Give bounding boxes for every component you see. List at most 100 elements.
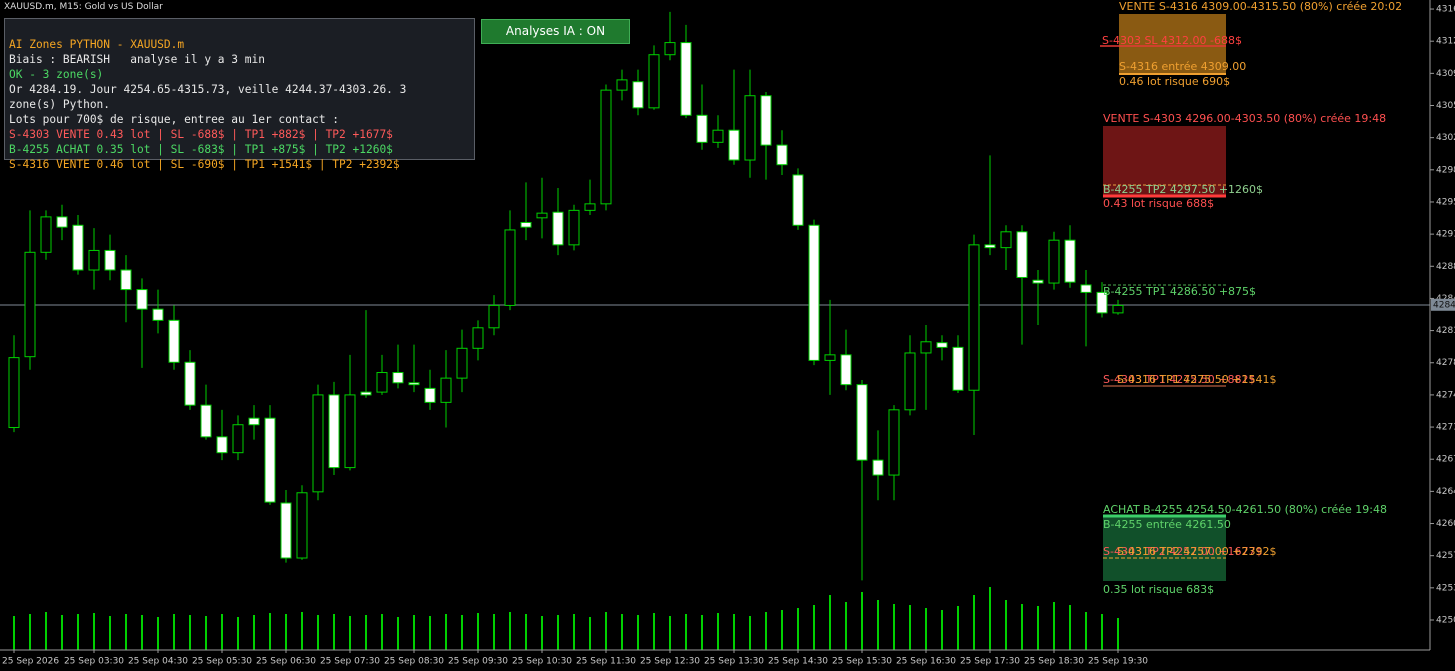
level-label: S-4316 entrée 4309.00: [1119, 60, 1246, 73]
zone-label: ACHAT B-4255 4254.50-4261.50 (80%) créée…: [1103, 503, 1387, 516]
y-tick-label: 4253.90: [1436, 583, 1455, 593]
y-tick-label: 4298.75: [1436, 165, 1455, 175]
candle-body: [440, 377, 452, 403]
analysis-toggle-button[interactable]: Analyses IA : ON: [481, 19, 630, 44]
candle-body: [840, 354, 852, 386]
zone-label: VENTE S-4303 4296.00-4303.50 (80%) créée…: [1103, 112, 1386, 125]
candle-body: [1000, 231, 1012, 249]
zone-label: VENTE S-4316 4309.00-4315.50 (80%) créée…: [1119, 0, 1402, 13]
x-tick-label: 25 Sep 03:30: [64, 657, 124, 667]
candle-body: [152, 308, 164, 321]
y-tick-label: 4291.85: [1436, 230, 1455, 240]
candle-body: [984, 244, 996, 249]
candle-body: [56, 216, 68, 228]
candle-body: [872, 459, 884, 476]
panel-line: Or 4284.19. Jour 4254.65-4315.73, veille…: [9, 83, 407, 96]
candle-body: [904, 352, 916, 411]
x-tick-label: 25 Sep 07:30: [320, 657, 380, 667]
level-label: S-4303 SL 4312.00 -688$: [1102, 34, 1242, 47]
candle-body: [24, 251, 36, 358]
window-title: XAUUSD.m, M15: Gold vs US Dollar: [4, 2, 163, 12]
candle-body: [776, 144, 788, 166]
candle-body: [584, 203, 596, 211]
x-tick-label: 25 Sep 2026: [2, 657, 59, 667]
candle-body: [504, 229, 516, 306]
candle-body: [744, 95, 756, 161]
current-price-label: 4284.27: [1433, 300, 1455, 310]
y-tick-label: 4312.55: [1436, 37, 1455, 47]
candle-body: [120, 269, 132, 291]
candle-body: [664, 42, 676, 56]
candle-body: [952, 346, 964, 391]
candle-body: [760, 95, 772, 146]
candle-body: [552, 211, 564, 246]
candle-body: [104, 249, 116, 271]
x-tick-label: 25 Sep 06:30: [256, 657, 316, 667]
level-label: B-4255 TP1 4286.50 +875$: [1103, 285, 1256, 298]
candle-body: [88, 249, 100, 271]
candle-body: [248, 417, 260, 426]
panel-line: AI Zones PYTHON - XAUUSD.m: [9, 38, 185, 51]
candle-body: [200, 404, 212, 438]
x-tick-label: 25 Sep 10:30: [512, 657, 572, 667]
candle-body: [296, 492, 308, 559]
candle-body: [40, 216, 52, 253]
candle-body: [488, 304, 500, 329]
candle-body: [232, 424, 244, 454]
candle-body: [472, 327, 484, 349]
y-tick-label: 4257.35: [1436, 551, 1455, 561]
candle-body: [856, 384, 868, 461]
y-tick-label: 4295.30: [1436, 197, 1455, 207]
x-tick-label: 25 Sep 09:30: [448, 657, 508, 667]
candle-body: [680, 42, 692, 116]
candle-body: [424, 387, 436, 403]
x-tick-label: 25 Sep 11:30: [576, 657, 636, 667]
candle-body: [1048, 239, 1060, 284]
candle-body: [648, 54, 660, 109]
panel-line: S-4316 VENTE 0.46 lot | SL -690$ | TP1 +…: [9, 158, 400, 171]
x-tick-label: 25 Sep 18:30: [1024, 657, 1084, 667]
candle-body: [728, 129, 740, 161]
level-label: S-4303 TP1 4275.50 +882$: [1103, 373, 1256, 386]
zone-rect: [1103, 126, 1226, 196]
candle-body: [600, 89, 612, 205]
candle-body: [824, 354, 836, 361]
x-tick-label: 25 Sep 15:30: [832, 657, 892, 667]
candle-body: [8, 357, 20, 429]
y-tick-label: 4267.70: [1436, 455, 1455, 465]
current-price-tag: [1431, 298, 1455, 311]
x-tick-label: 25 Sep 16:30: [896, 657, 956, 667]
candle-body: [936, 342, 948, 348]
y-tick-label: 4309.10: [1436, 69, 1455, 79]
y-tick-label: 4271.15: [1436, 423, 1455, 433]
panel-line: S-4303 VENTE 0.43 lot | SL -688$ | TP1 +…: [9, 128, 393, 141]
candle-body: [1016, 231, 1028, 278]
x-tick-label: 25 Sep 13:30: [704, 657, 764, 667]
y-tick-label: 4302.20: [1436, 133, 1455, 143]
candle-body: [792, 174, 804, 226]
candle-body: [888, 409, 900, 476]
y-tick-label: 4305.65: [1436, 101, 1455, 111]
panel-line: B-4255 ACHAT 0.35 lot | SL -683$ | TP1 +…: [9, 143, 393, 156]
candle-body: [136, 289, 148, 310]
candle-body: [632, 81, 644, 109]
info-panel: AI Zones PYTHON - XAUUSD.m Biais : BEARIS…: [4, 18, 475, 171]
level-label: S-4316 TP1 4275.50 +1541$: [1117, 373, 1276, 386]
candle-body: [1064, 239, 1076, 283]
candle-body: [312, 394, 324, 493]
candle-body: [392, 372, 404, 384]
level-label: S-4316 TP2 4257.00 +2392$: [1117, 545, 1276, 558]
candle-body: [456, 347, 468, 379]
candle-body: [280, 502, 292, 559]
y-tick-label: 4250.45: [1436, 615, 1455, 625]
candle-body: [328, 394, 340, 469]
panel-line: Biais : BEARISH analyse il y a 3 min: [9, 53, 265, 66]
candle-body: [1112, 304, 1124, 314]
candle-body: [520, 221, 532, 228]
candle-body: [1096, 291, 1108, 314]
level-label: 0.35 lot risque 683$: [1103, 583, 1214, 596]
panel-line: OK - 3 zone(s): [9, 68, 104, 81]
